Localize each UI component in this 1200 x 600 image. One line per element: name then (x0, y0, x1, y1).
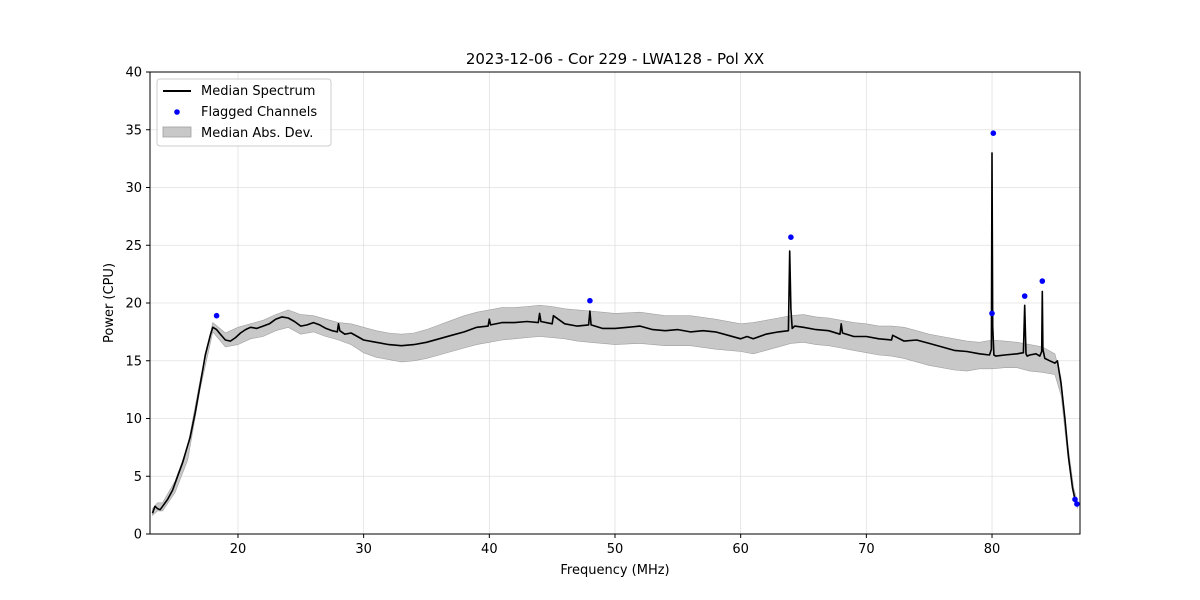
x-tick-label: 30 (355, 542, 372, 557)
legend: Median Spectrum Flagged Channels Median … (156, 78, 332, 147)
x-tick-label: 70 (858, 542, 875, 557)
x-axis-label: Frequency (MHz) (560, 563, 669, 578)
legend-mad-swatch (162, 126, 192, 138)
x-tick-label: 60 (732, 542, 749, 557)
y-axis-ticks: 0 5 10 15 20 25 30 35 40 (125, 66, 150, 543)
legend-flagged-swatch (174, 109, 180, 115)
x-tick-label: 40 (481, 542, 498, 557)
flagged-channel-point (990, 130, 997, 136)
legend-median-label: Median Spectrum (201, 84, 315, 99)
flagged-channel-point (587, 297, 593, 304)
median-spectrum-line (151, 152, 1079, 514)
flagged-channel-point (1021, 293, 1028, 299)
chart-title: 2023-12-06 - Cor 229 - LWA128 - Pol XX (466, 50, 764, 68)
x-tick-label: 80 (984, 542, 1001, 557)
flagged-channel-point (1074, 501, 1080, 507)
y-tick-label: 25 (125, 239, 142, 254)
y-tick-label: 35 (125, 123, 142, 138)
y-axis-label: Power (CPU) (102, 263, 117, 343)
flagged-channel-point (213, 312, 220, 319)
flagged-channel-point (1039, 278, 1046, 284)
legend-flagged-label: Flagged Channels (201, 105, 317, 120)
y-tick-label: 10 (125, 412, 142, 427)
x-tick-label: 50 (607, 542, 624, 557)
median-abs-dev-band (152, 304, 1078, 517)
flagged-channel-point (788, 234, 794, 240)
x-axis-ticks: 20 30 40 50 60 70 80 (230, 534, 1001, 557)
flagged-channel-point (1072, 496, 1078, 503)
y-tick-label: 5 (134, 470, 142, 485)
y-tick-label: 20 (125, 297, 142, 312)
legend-mad-label: Median Abs. Dev. (201, 126, 313, 141)
y-tick-label: 0 (134, 528, 142, 543)
y-tick-label: 40 (125, 66, 142, 81)
flagged-channel-point (989, 310, 995, 317)
legend-box (156, 78, 332, 147)
x-tick-label: 20 (230, 542, 247, 557)
flagged-channels (213, 130, 1080, 507)
y-tick-label: 15 (125, 354, 142, 369)
y-tick-label: 30 (125, 181, 142, 196)
